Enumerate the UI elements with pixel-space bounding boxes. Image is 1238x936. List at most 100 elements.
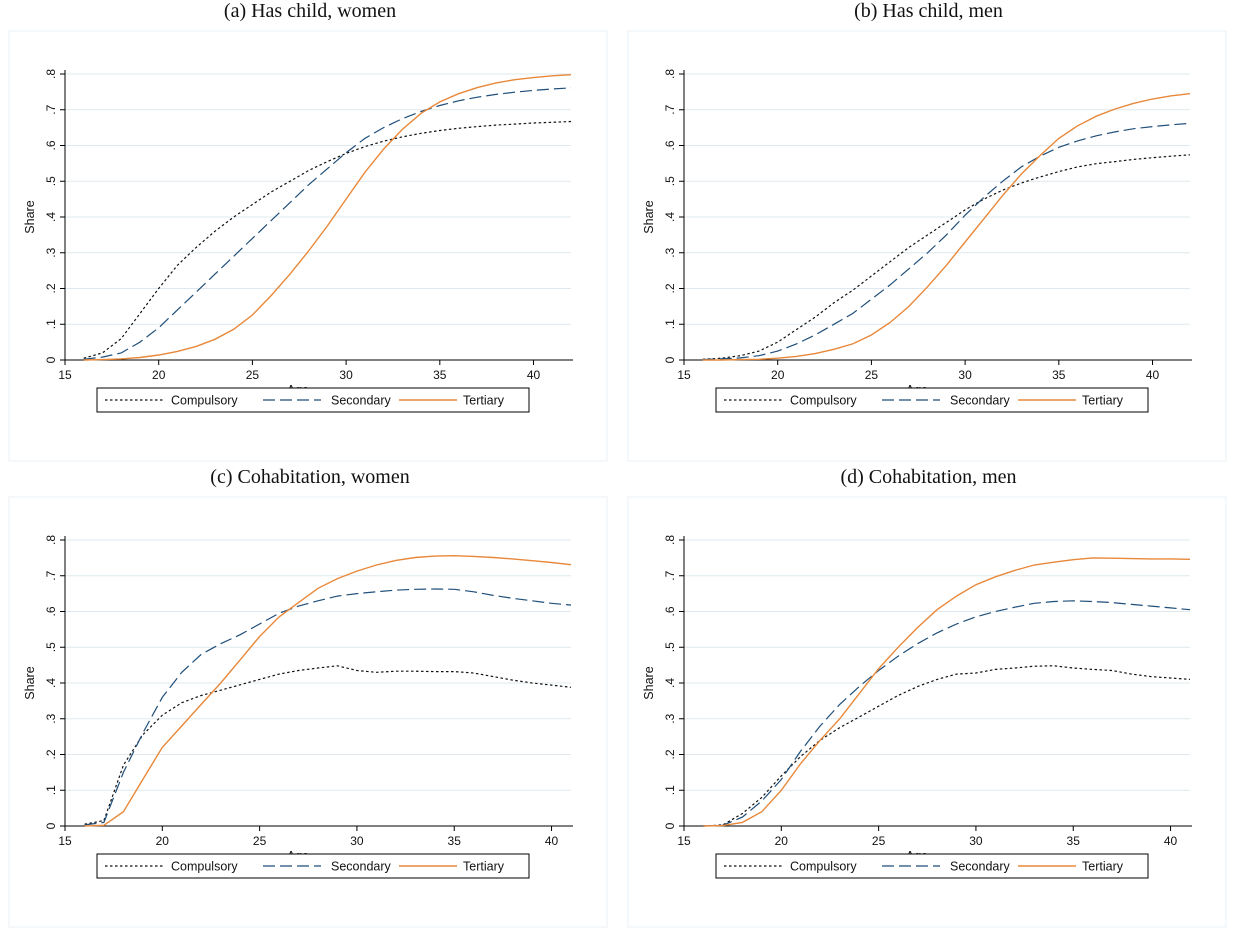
legend-label: Compulsory <box>790 860 857 874</box>
series-line-tertiary <box>83 74 572 361</box>
y-tick-label: 0 <box>44 822 58 829</box>
y-tick-label: .7 <box>44 104 58 114</box>
x-tick-label: 30 <box>350 834 364 848</box>
chart-panel-a: (a) Has child, women 0 .1 .2 .3 .4 .5 .6 .7 .8 15… <box>0 0 620 470</box>
y-tick-label: .4 <box>44 678 58 688</box>
y-tick-label: .3 <box>44 247 58 257</box>
chart-d-plot: 0.1.2.3.4.5.6.7.8152025303540AgeShareCom… <box>627 496 1227 928</box>
y-axis-title: Share <box>642 666 656 699</box>
x-tick-label: 35 <box>433 368 447 382</box>
y-tick-label: .4 <box>663 678 677 688</box>
x-tick-label: 25 <box>865 368 879 382</box>
chart-title: (b) Has child, men <box>854 0 1003 22</box>
chart-b-plot: 0.1.2.3.4.5.6.7.8152025303540AgeShareCom… <box>627 30 1227 462</box>
chart-panel-c: (c) Cohabitation, women 0 .1 .2 .3 .4 .5 .6 .7.… <box>0 466 620 936</box>
legend-label: Compulsory <box>171 394 238 408</box>
chart-panel-d: (d) Cohabitation, men 0 .1 .2 .3 .4 .5 .6 .7 .8 1… <box>619 466 1238 936</box>
y-tick-label: .6 <box>44 606 58 616</box>
chart-title: (a) Has child, women <box>223 0 397 22</box>
x-tick-label: 15 <box>677 834 691 848</box>
series-line-secondary <box>702 122 1191 361</box>
x-tick-label: 15 <box>58 834 72 848</box>
x-tick-label: 30 <box>969 834 983 848</box>
x-tick-label: 15 <box>677 368 691 382</box>
series-line-tertiary <box>702 93 1191 361</box>
series-line-secondary <box>83 87 572 360</box>
y-tick-label: 0 <box>663 822 677 829</box>
legend-label: Tertiary <box>463 860 505 874</box>
y-axis-title: Share <box>23 666 37 699</box>
y-tick-label: .2 <box>44 749 58 759</box>
y-tick-label: .8 <box>663 535 677 545</box>
legend-label: Secondary <box>331 860 392 874</box>
chart-a-plot: 0.1.2.3.4.5.6.7.8152025303540AgeShareCom… <box>8 30 608 462</box>
y-tick-label: .2 <box>663 283 677 293</box>
x-tick-label: 30 <box>958 368 972 382</box>
y-tick-label: 0 <box>44 356 58 363</box>
x-tick-label: 25 <box>872 834 886 848</box>
y-axis-title: Share <box>23 200 37 233</box>
y-tick-label: .8 <box>44 535 58 545</box>
y-tick-label: .3 <box>44 713 58 723</box>
y-tick-label: .4 <box>44 212 58 222</box>
y-tick-label: .1 <box>44 319 58 329</box>
y-tick-label: .6 <box>663 140 677 150</box>
y-tick-label: .7 <box>44 570 58 580</box>
y-tick-label: .3 <box>663 247 677 257</box>
x-tick-label: 20 <box>775 834 789 848</box>
y-tick-label: 0 <box>663 356 677 363</box>
x-tick-label: 20 <box>152 368 166 382</box>
y-axis-title: Share <box>642 200 656 233</box>
y-tick-label: .7 <box>663 570 677 580</box>
x-tick-label: 40 <box>1146 368 1160 382</box>
y-tick-label: .2 <box>44 283 58 293</box>
y-tick-label: .6 <box>44 140 58 150</box>
y-tick-label: .1 <box>663 319 677 329</box>
legend-label: Tertiary <box>1082 394 1124 408</box>
y-tick-label: .5 <box>44 642 58 652</box>
series-line-compulsory <box>83 120 572 359</box>
legend-label: Compulsory <box>790 394 857 408</box>
y-tick-label: .5 <box>663 642 677 652</box>
y-tick-label: .1 <box>663 785 677 795</box>
x-tick-label: 25 <box>246 368 260 382</box>
legend-label: Secondary <box>950 860 1011 874</box>
x-tick-label: 35 <box>1052 368 1066 382</box>
x-tick-label: 40 <box>545 834 559 848</box>
y-tick-label: .7 <box>663 104 677 114</box>
series-line-compulsory <box>84 665 572 825</box>
x-tick-label: 40 <box>527 368 541 382</box>
y-tick-label: .8 <box>44 69 58 79</box>
chart-title: (d) Cohabitation, men <box>840 466 1017 488</box>
chart-c-plot: 0.1.2.3.4.5.6.7.8152025303540AgeShareCom… <box>8 496 608 928</box>
series-line-compulsory <box>702 154 1191 360</box>
x-tick-label: 30 <box>339 368 353 382</box>
x-tick-label: 25 <box>253 834 267 848</box>
legend-label: Compulsory <box>171 860 238 874</box>
y-tick-label: .5 <box>663 176 677 186</box>
legend-label: Secondary <box>331 394 392 408</box>
x-tick-label: 35 <box>448 834 462 848</box>
y-tick-label: .4 <box>663 212 677 222</box>
y-tick-label: .8 <box>663 69 677 79</box>
series-line-secondary <box>84 588 572 826</box>
legend-box <box>715 853 1149 879</box>
y-tick-label: .2 <box>663 749 677 759</box>
y-tick-label: .1 <box>44 785 58 795</box>
legend-label: Tertiary <box>1082 860 1124 874</box>
series-line-tertiary <box>84 554 572 827</box>
series-line-tertiary <box>703 557 1191 827</box>
y-tick-label: .5 <box>44 176 58 186</box>
chart-title: (c) Cohabitation, women <box>210 466 410 488</box>
chart-panel-b: (b) Has child, men 0 .1 .2 .3 .4 .5 .6 .7 .8 15 20… <box>619 0 1238 470</box>
legend-label: Tertiary <box>463 394 505 408</box>
legend-label: Secondary <box>950 394 1011 408</box>
y-tick-label: .6 <box>663 606 677 616</box>
y-tick-label: .3 <box>663 713 677 723</box>
series-line-compulsory <box>703 665 1191 827</box>
x-tick-label: 40 <box>1164 834 1178 848</box>
x-tick-label: 20 <box>771 368 785 382</box>
x-tick-label: 20 <box>156 834 170 848</box>
x-tick-label: 15 <box>58 368 72 382</box>
x-tick-label: 35 <box>1067 834 1081 848</box>
